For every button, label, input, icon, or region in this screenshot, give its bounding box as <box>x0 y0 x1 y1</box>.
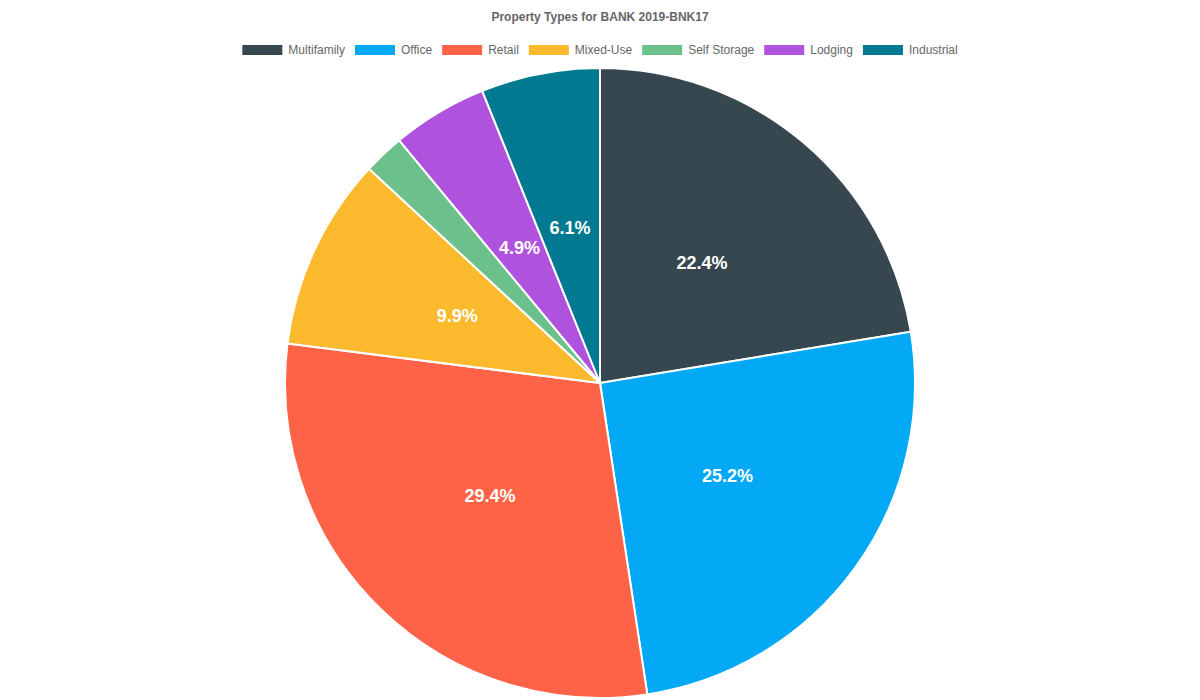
slice <box>600 332 915 695</box>
legend-label: Multifamily <box>288 43 345 57</box>
legend-item: Office <box>355 43 432 57</box>
legend-label: Lodging <box>810 43 853 57</box>
legend-item: Self Storage <box>642 43 754 57</box>
legend-label: Retail <box>488 43 519 57</box>
legend: Multifamily Office Retail Mixed-Use Self Sto… <box>242 43 957 57</box>
data-label: 25.2% <box>702 466 753 486</box>
legend-swatch <box>442 45 482 55</box>
legend-swatch <box>642 45 682 55</box>
legend-item: Lodging <box>764 43 853 57</box>
legend-item: Retail <box>442 43 519 57</box>
legend-swatch <box>764 45 804 55</box>
data-label: 29.4% <box>465 486 516 506</box>
legend-label: Mixed-Use <box>575 43 633 57</box>
data-label: 22.4% <box>676 253 727 273</box>
legend-label: Office <box>401 43 432 57</box>
chart: Property Types for BANK 2019-BNK17 Multif… <box>0 0 1200 700</box>
legend-swatch <box>863 45 903 55</box>
data-labels: 22.4% 25.2% 29.4% 9.9% 4.9% 6.1% <box>437 218 753 505</box>
legend-item: Multifamily <box>242 43 345 57</box>
legend-label: Industrial <box>909 43 958 57</box>
slice <box>600 68 911 383</box>
pie <box>285 68 915 698</box>
slice <box>285 344 647 698</box>
legend-swatch <box>355 45 395 55</box>
data-label: 4.9% <box>499 238 540 258</box>
slice <box>482 68 600 383</box>
legend-item: Mixed-Use <box>529 43 633 57</box>
legend-item: Industrial <box>863 43 958 57</box>
data-label: 6.1% <box>549 218 590 238</box>
legend-swatch <box>529 45 569 55</box>
legend-label: Self Storage <box>688 43 754 57</box>
title: Property Types for BANK 2019-BNK17 <box>491 10 708 24</box>
legend-swatch <box>242 45 282 55</box>
data-label: 9.9% <box>437 306 478 326</box>
